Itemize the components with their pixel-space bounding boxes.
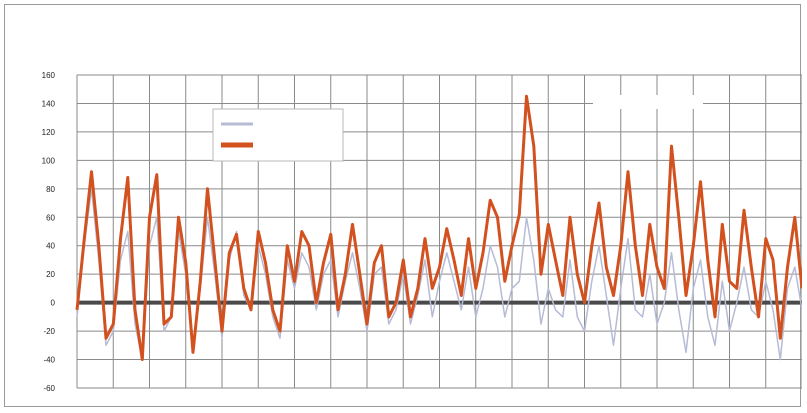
y-tick-label: 120 [42, 128, 56, 137]
legend [212, 108, 344, 162]
y-tick-label: 40 [46, 242, 55, 251]
y-axis-ticks: -60 -40 -20 0 20 40 60 80 100 120 140 160 [42, 71, 56, 393]
y-tick-label: 20 [46, 270, 55, 279]
y-tick-label: 100 [42, 156, 56, 165]
series-layer [75, 94, 802, 361]
peak-annotation [593, 95, 703, 109]
y-tick-label: -60 [43, 384, 55, 393]
y-tick-label: -20 [43, 327, 55, 336]
series-line-2 [75, 94, 802, 361]
gridlines [76, 74, 802, 389]
y-tick-label: 60 [46, 213, 55, 222]
annotation-box [593, 95, 703, 109]
y-tick-label: 0 [51, 299, 56, 308]
line-chart: -60 -40 -20 0 20 40 60 80 100 120 140 160 [42, 71, 802, 393]
y-tick-label: 140 [42, 99, 56, 108]
y-tick-label: 80 [46, 185, 55, 194]
y-tick-label: 160 [42, 71, 56, 80]
legend-box [212, 108, 344, 162]
chart-frame: -60 -40 -20 0 20 40 60 80 100 120 140 160 [4, 4, 802, 407]
y-tick-label: -40 [43, 356, 55, 365]
